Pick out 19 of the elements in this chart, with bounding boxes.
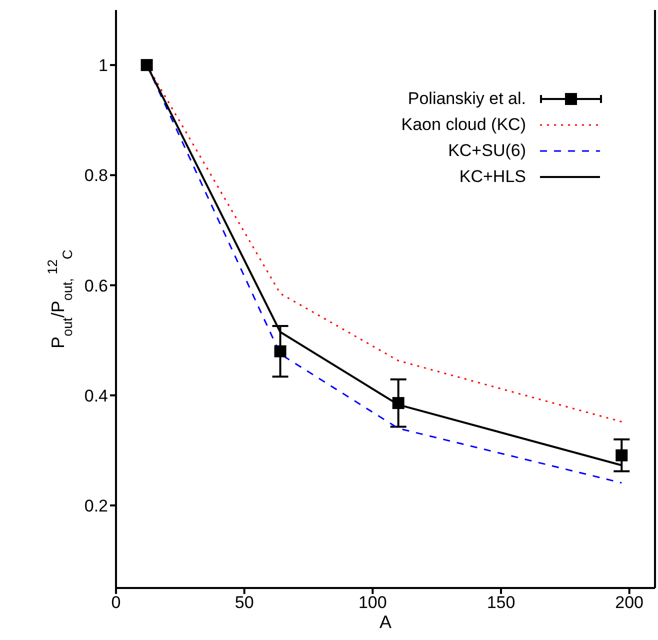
legend-label: KC+HLS [459,167,526,187]
y-tick-label: 1 [98,56,108,76]
y-tick-label: 0.6 [84,276,108,296]
legend-label: Polianskiy et al. [408,89,526,109]
point [140,59,153,72]
x-tick-label: 0 [111,593,121,612]
x-axis-title: A [379,612,392,632]
y-tick-label: 0.2 [84,496,108,516]
x-tick-label: 100 [358,593,387,612]
point [392,397,404,410]
y-tick-label: 0.8 [84,166,108,186]
x-tick-label: 50 [234,593,254,612]
x-tick-label: 200 [615,593,644,612]
point [616,449,628,462]
legend-label: Kaon cloud (KC) [401,115,526,135]
x-tick-label: 150 [486,593,516,612]
legend-label: KC+SU(6) [448,141,526,161]
y-tick-label: 0.4 [84,386,108,406]
point [274,345,286,358]
